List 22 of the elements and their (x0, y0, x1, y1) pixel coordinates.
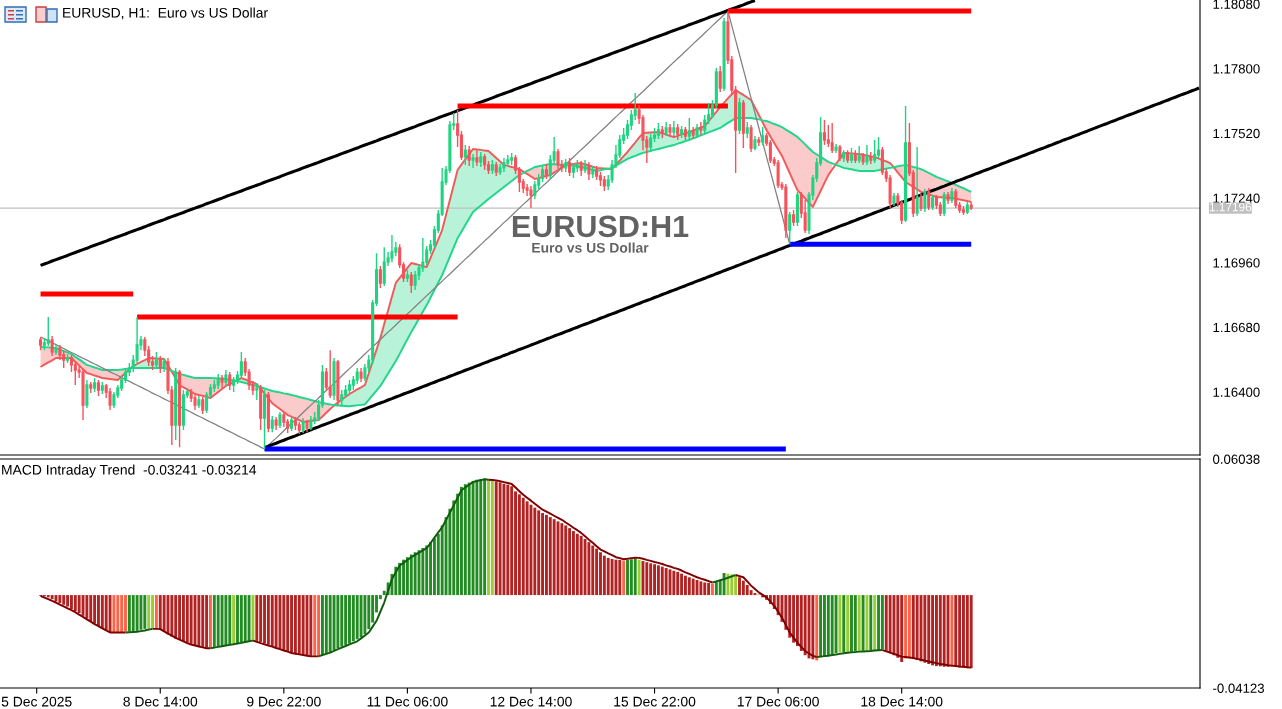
y-tick-label: 1.16960 (1213, 258, 1260, 268)
y-tick-label: 1.17240 (1213, 193, 1260, 203)
y-tick-label: 1.18080 (1213, 0, 1260, 9)
y-tick-label: 1.17800 (1213, 64, 1260, 74)
y-tick-label: 1.16400 (1213, 387, 1260, 397)
x-tick-label: 17 Dec 06:00 (737, 696, 819, 707)
x-tick-label: 8 Dec 14:00 (123, 696, 198, 707)
ref-line-label: 1.17196 (1209, 202, 1252, 212)
y-tick-label: 1.16680 (1213, 322, 1260, 333)
x-tick-label: 11 Dec 06:00 (367, 696, 448, 707)
x-tick-label: 15 Dec 22:00 (614, 696, 696, 707)
chart-title: MACD Intraday Trend -0.03241 -0.03214 (2, 464, 257, 478)
y-tick-label: -0.04123 (1213, 683, 1265, 693)
annotation: EURUSD:H1 (512, 215, 689, 238)
x-tick-label: 9 Dec 22:00 (247, 696, 321, 707)
chart-title: EURUSD, H1: Euro vs US Dollar (63, 7, 268, 20)
y-tick-label: 0.06038 (1213, 454, 1260, 464)
x-tick-label: 18 Dec 14:00 (861, 696, 943, 707)
y-tick-label: 1.17520 (1213, 128, 1260, 139)
x-tick-label: 12 Dec 14:00 (490, 696, 572, 707)
x-tick-label: 5 Dec 2025 (1, 696, 72, 707)
annotation: Euro vs US Dollar (532, 242, 649, 253)
